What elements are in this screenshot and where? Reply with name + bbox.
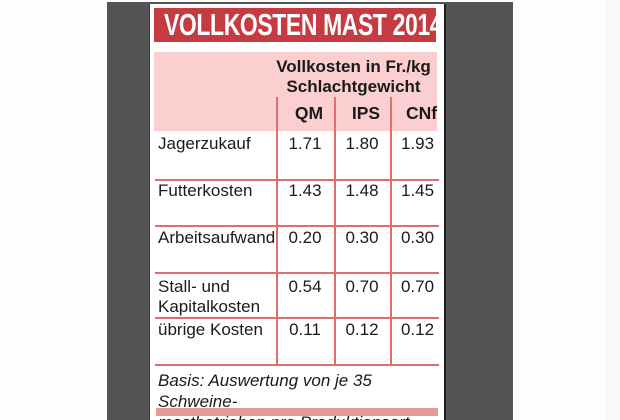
- page-right-margin: [605, 0, 620, 420]
- value-cell: 1.48: [345, 181, 379, 200]
- unit-header-line1: Vollkosten in Fr./kg: [276, 57, 431, 76]
- footnote-line1: Basis: Auswertung von je 35 Schweine-: [158, 371, 372, 411]
- row-divider: [155, 272, 439, 274]
- value-cell: 0.70: [345, 277, 379, 296]
- column-divider: [276, 97, 278, 364]
- row-label: Arbeitsaufwand: [158, 228, 276, 247]
- row-divider: [155, 364, 439, 366]
- page-title: VOLLKOSTEN MAST 2014: [164, 7, 443, 42]
- value-cell: 0.30: [400, 228, 435, 247]
- value-cell: 1.93: [400, 134, 435, 153]
- table-footnote: Basis: Auswertung von je 35 Schweine- ma…: [158, 370, 440, 420]
- row-label: übrige Kosten: [158, 320, 263, 339]
- infographic-card: VOLLKOSTEN MAST 2014 Vollkosten in Fr./k…: [149, 4, 446, 420]
- value-cell: 0.70: [400, 277, 435, 296]
- value-cell: 1.71: [288, 134, 322, 153]
- title-banner: VOLLKOSTEN MAST 2014: [154, 7, 443, 42]
- column-header-qm: QM: [294, 103, 324, 123]
- column-header-ips: IPS: [351, 103, 381, 123]
- row-label: Stall- und Kapitalkosten: [158, 277, 261, 316]
- unit-header: Vollkosten in Fr./kg Schlachtgewicht: [272, 57, 435, 97]
- value-cell: 0.12: [400, 320, 435, 339]
- row-divider: [155, 179, 439, 181]
- table-header: Vollkosten in Fr./kg Schlachtgewicht QM …: [154, 52, 437, 131]
- row-divider: [155, 225, 439, 227]
- footnote-line2: mastbetrieben pro Produktionsart.: [158, 413, 414, 420]
- value-cell: 0.20: [288, 228, 322, 247]
- row-label: Jagerzukauf: [158, 134, 251, 153]
- column-divider: [390, 97, 392, 364]
- row-label: Futterkosten: [158, 181, 253, 200]
- value-cell: 0.30: [345, 228, 379, 247]
- value-cell: 0.11: [289, 320, 321, 339]
- value-cell: 1.43: [288, 181, 322, 200]
- column-header-cnf: CNf: [405, 103, 438, 123]
- value-cell: 1.45: [400, 181, 435, 200]
- column-divider: [334, 97, 336, 364]
- row-divider: [155, 317, 439, 319]
- value-cell: 0.54: [288, 277, 322, 296]
- value-cell: 0.12: [345, 320, 379, 339]
- unit-header-line2: Schlachtgewicht: [286, 77, 421, 96]
- value-cell: 1.80: [345, 134, 379, 153]
- bottom-accent-bar: [156, 408, 438, 416]
